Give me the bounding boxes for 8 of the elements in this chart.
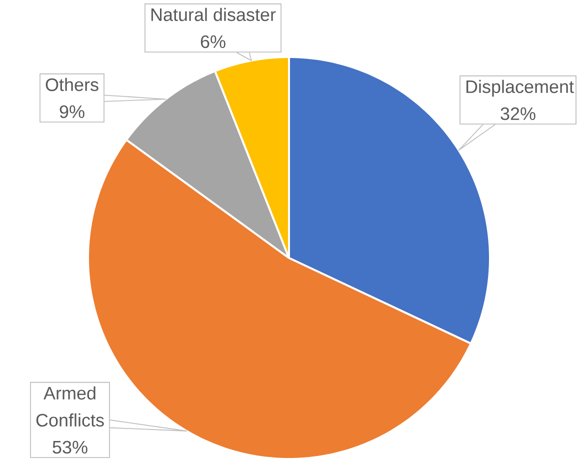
slice-label: Displacement xyxy=(466,80,574,97)
slice-label: Others xyxy=(46,78,98,92)
data-label: 53% xyxy=(52,440,88,454)
data-label: 9% xyxy=(60,105,84,118)
data-label: 6% xyxy=(200,35,226,48)
slice-label: Armed Conflicts xyxy=(36,386,104,427)
slice-label: Natural disaster xyxy=(151,8,276,22)
data-label: 32% xyxy=(500,107,536,120)
